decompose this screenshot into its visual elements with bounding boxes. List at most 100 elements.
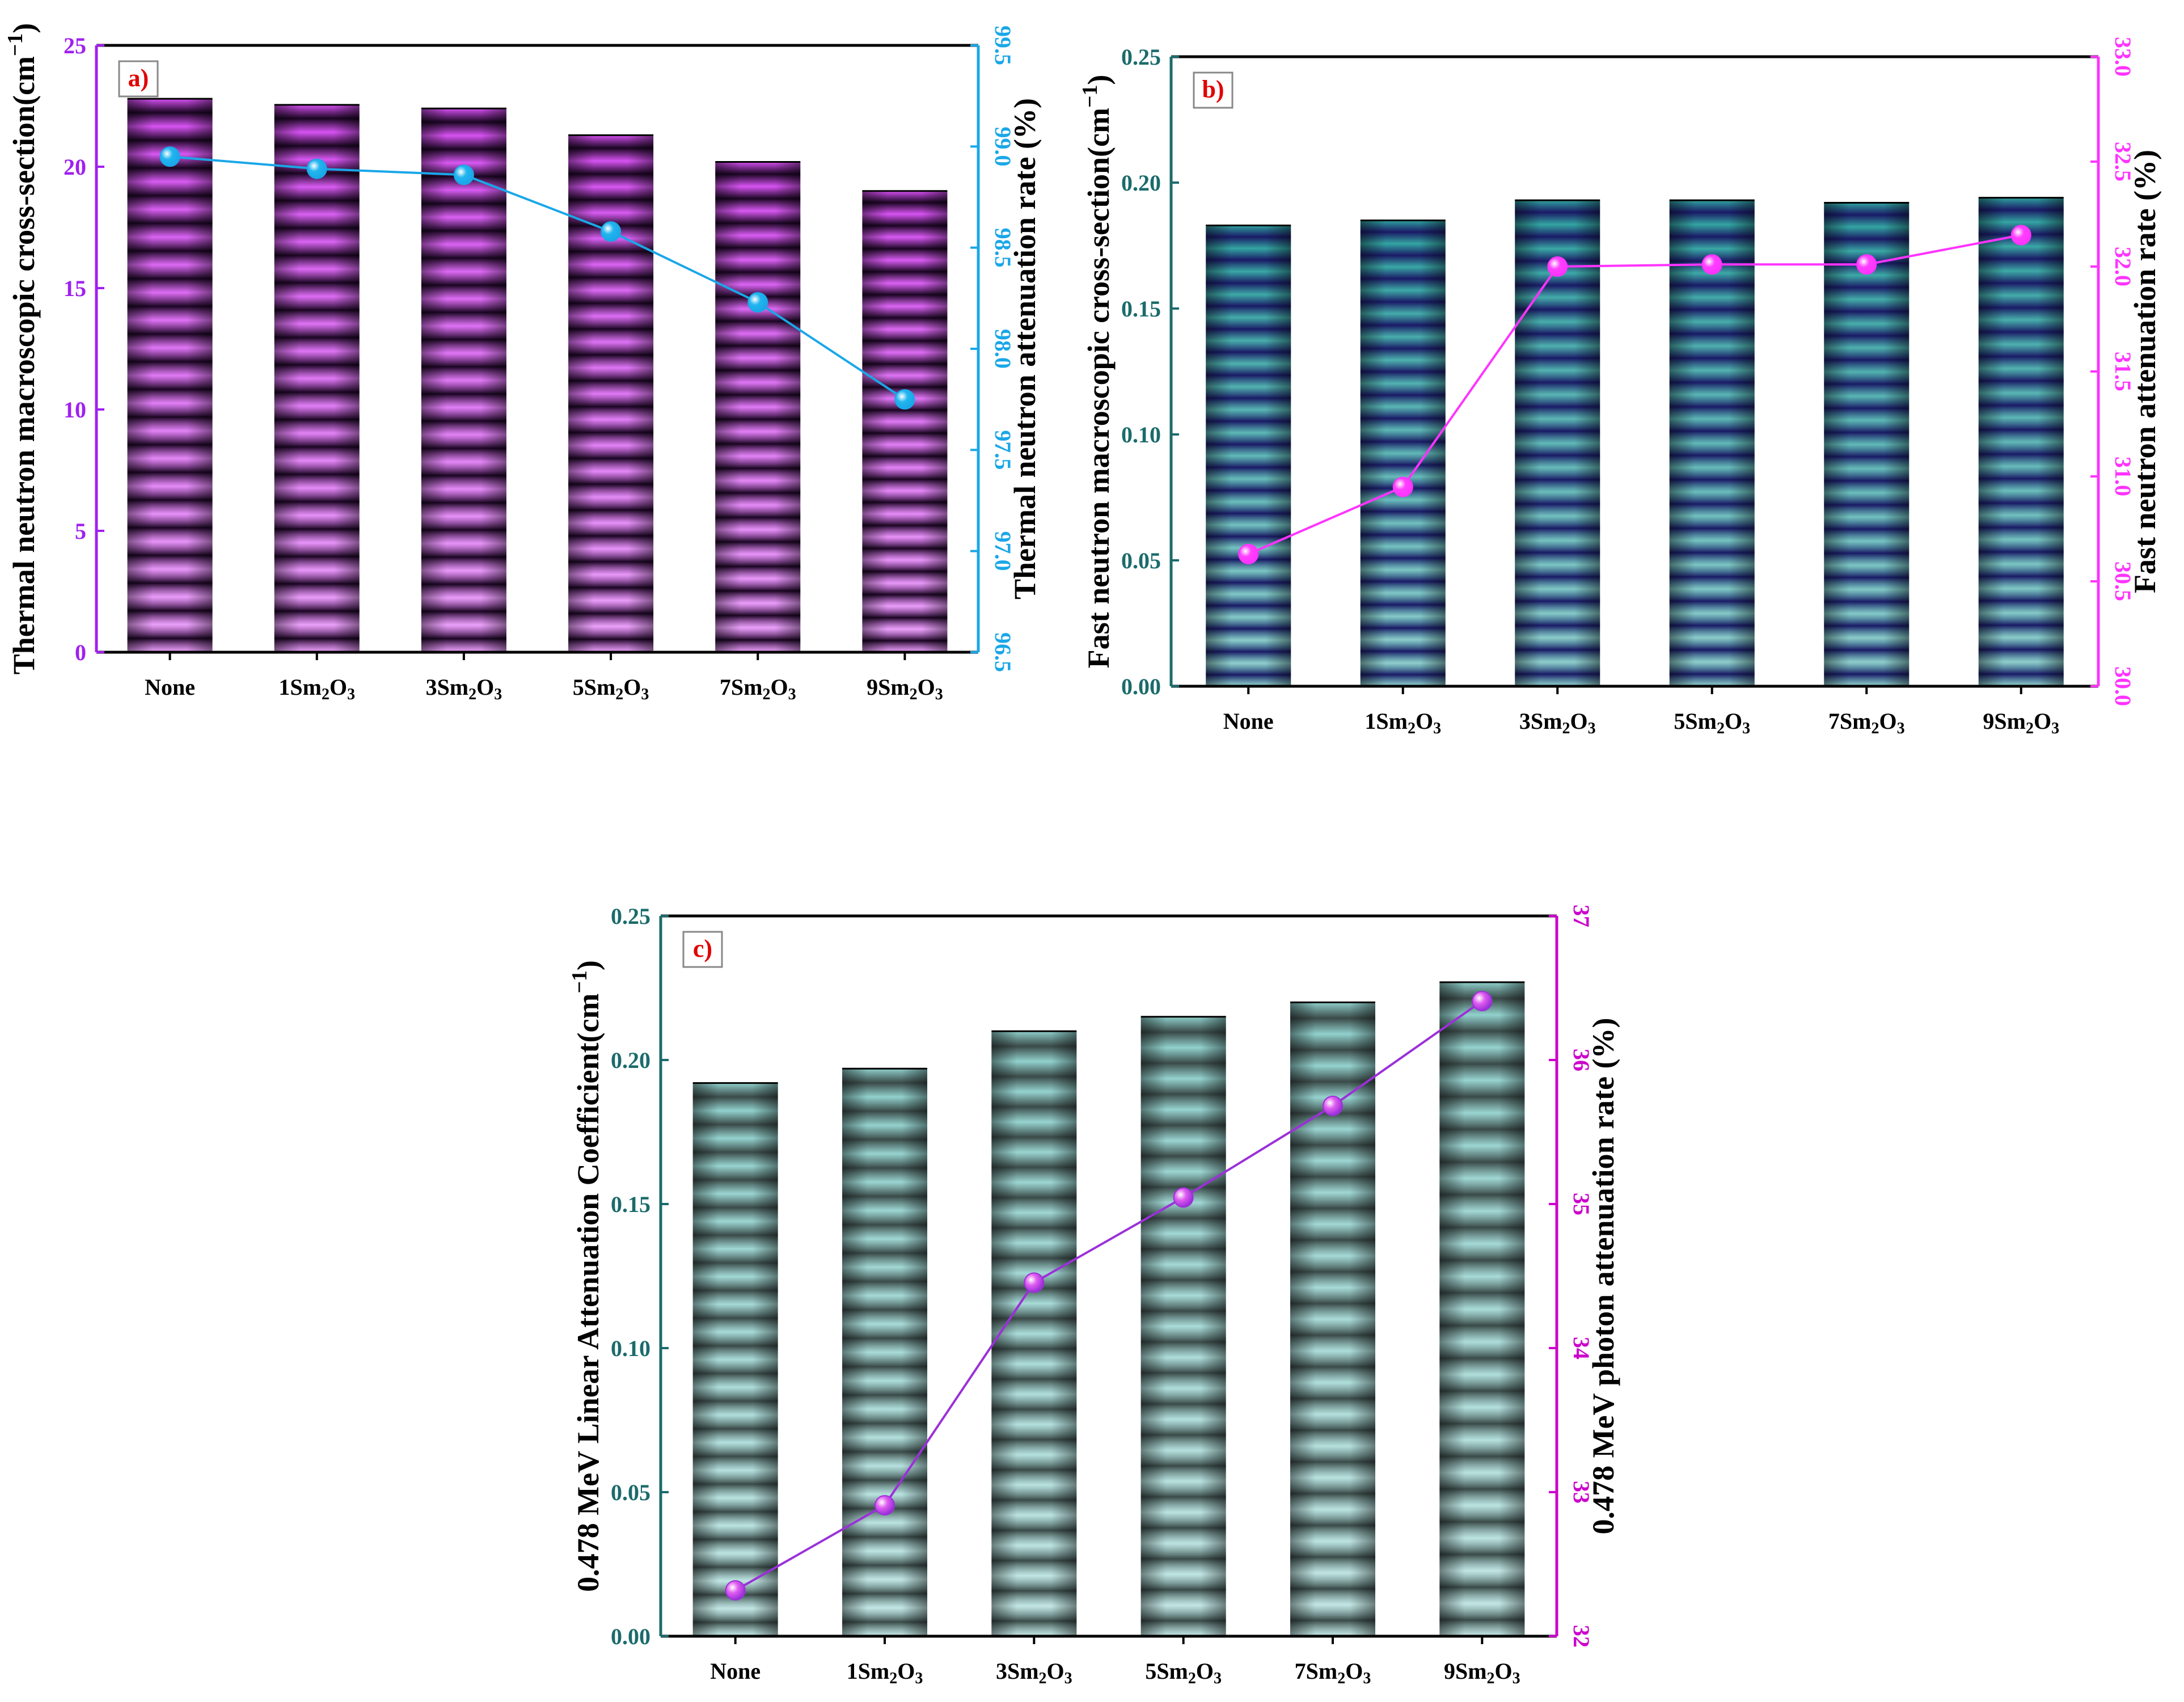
tick-text: 3Sm xyxy=(426,674,469,700)
subscript: 2 xyxy=(468,686,476,703)
data-point xyxy=(747,292,768,312)
panel-c-photon-attenuation-chart: 0.000.050.100.150.200.25323334353637None… xyxy=(568,903,1620,1687)
y2-tick-label: 99.0 xyxy=(990,126,1016,166)
x-tick-label: 3Sm2O3 xyxy=(426,674,502,703)
data-point xyxy=(1472,991,1493,1012)
tick-text: O xyxy=(623,674,641,700)
subscript: 3 xyxy=(494,686,502,703)
subscript: 3 xyxy=(1214,1670,1222,1687)
x-tick-label: 1Sm2O3 xyxy=(278,674,355,703)
y-tick-label: 20 xyxy=(64,154,86,180)
data-point xyxy=(1547,256,1568,277)
y2-tick-label: 32.0 xyxy=(2110,247,2136,286)
tick-text: 9Sm xyxy=(1444,1658,1487,1684)
y-tick-label: 0.00 xyxy=(1121,674,1161,699)
tick-text: O xyxy=(1879,708,1896,734)
y-tick-label: 0.25 xyxy=(611,903,650,929)
tick-text: O xyxy=(329,674,347,700)
y2-tick-label: 31.0 xyxy=(2110,457,2136,496)
subscript: 3 xyxy=(1363,1670,1371,1687)
superscript: −1 xyxy=(568,970,592,993)
y2-tick-label: 33 xyxy=(1569,1481,1594,1503)
subscript: 2 xyxy=(1039,1670,1047,1687)
tick-text: 1Sm xyxy=(278,674,322,700)
axis-title: Fast neutron attenuation rate (%) xyxy=(2128,150,2162,593)
subscript: 3 xyxy=(2051,720,2059,737)
y-tick-label: 0.05 xyxy=(611,1480,650,1505)
tick-text: O xyxy=(897,1658,915,1684)
x-tick-label: 5Sm2O3 xyxy=(1674,708,1750,737)
x-tick-label: 3Sm2O3 xyxy=(1519,708,1596,737)
series-line xyxy=(734,1000,1483,1591)
y2-tick-label: 31.5 xyxy=(2110,352,2136,391)
subscript: 3 xyxy=(1588,720,1596,737)
bar-shading xyxy=(127,99,213,652)
bar-shading xyxy=(862,191,948,652)
panel-label: a) xyxy=(128,64,149,92)
tick-text: 9Sm xyxy=(867,674,910,700)
data-point xyxy=(1173,1187,1194,1208)
y-tick-label: 0.25 xyxy=(1121,44,1161,70)
axis-title: Thermal neutron macroscopic cross-sectio… xyxy=(3,23,41,675)
axis-title-text: ) xyxy=(1082,75,1116,85)
x-tick-label: 7Sm2O3 xyxy=(1295,1658,1371,1687)
subscript: 3 xyxy=(1433,720,1441,737)
data-point xyxy=(453,164,474,185)
subscript: 3 xyxy=(788,686,796,703)
y2-tick-label: 32.5 xyxy=(2110,142,2136,181)
panel-label-box xyxy=(682,931,723,968)
tick-text: 9Sm xyxy=(1983,708,2026,734)
subscript: 2 xyxy=(889,1670,897,1687)
subscript: 3 xyxy=(1513,1670,1520,1687)
bar-shading xyxy=(1978,197,2064,686)
bar-shading xyxy=(274,104,360,653)
y2-tick-label: 30.5 xyxy=(2110,561,2136,601)
y-tick-label: 0.20 xyxy=(1121,170,1161,196)
axis-title-text: Thermal neutron macroscopic cross-sectio… xyxy=(7,56,41,674)
subscript: 2 xyxy=(1188,1670,1196,1687)
y-tick-label: 0.20 xyxy=(611,1048,650,1073)
x-tick-label: 1Sm2O3 xyxy=(847,1658,923,1687)
y2-tick-label: 36 xyxy=(1569,1049,1594,1071)
bar-shading xyxy=(1439,982,1525,1636)
y2-tick-label: 98.0 xyxy=(990,329,1016,369)
y2-tick-label: 97.5 xyxy=(990,430,1016,470)
y-tick-label: 0 xyxy=(75,640,86,665)
y-tick-label: 0.15 xyxy=(611,1192,650,1217)
data-point xyxy=(1701,254,1722,275)
subscript: 2 xyxy=(1487,1670,1495,1687)
tick-text: 1Sm xyxy=(847,1658,890,1684)
tick-text: O xyxy=(2034,708,2051,734)
data-point xyxy=(1856,254,1877,275)
data-point xyxy=(725,1580,746,1601)
panel-label: c) xyxy=(693,935,712,962)
tick-text: 5Sm xyxy=(1145,1658,1188,1684)
tick-text: 5Sm xyxy=(573,674,616,700)
data-point xyxy=(1238,543,1259,564)
bar-shading xyxy=(1669,200,1755,687)
x-tick-label: None xyxy=(710,1658,761,1684)
y-tick-label: 5 xyxy=(75,518,86,544)
y-tick-label: 25 xyxy=(64,33,86,58)
panel-b-fast-neutron-chart: 0.00 0.05 0.10 0.15 0.20 0.25 30.0 30.5 31.0 31.5… xyxy=(1078,37,2162,737)
data-point xyxy=(2010,225,2031,246)
panel-label: b) xyxy=(1202,75,1224,103)
tick-text: 3Sm xyxy=(1519,708,1562,734)
x-tick-label: 1Sm2O3 xyxy=(1365,708,1441,737)
y-tick-label: 15 xyxy=(64,276,86,301)
y-tick-label: 0.15 xyxy=(1121,296,1161,322)
bar-shading xyxy=(1140,1016,1226,1636)
tick-text: O xyxy=(1495,1658,1513,1684)
subscript: 2 xyxy=(1562,720,1570,737)
data-point xyxy=(1392,476,1413,497)
tick-text: O xyxy=(918,674,935,700)
bar-shading xyxy=(568,135,654,653)
bar-shading xyxy=(421,108,506,652)
subscript: 2 xyxy=(762,686,770,703)
tick-text: O xyxy=(1725,708,1742,734)
tick-text: 7Sm xyxy=(1828,708,1872,734)
y2-tick-label: 33.0 xyxy=(2110,37,2136,77)
subscript: 2 xyxy=(1717,720,1725,737)
x-tick-label: 3Sm2O3 xyxy=(996,1658,1072,1687)
subscript: 3 xyxy=(1064,1670,1072,1687)
